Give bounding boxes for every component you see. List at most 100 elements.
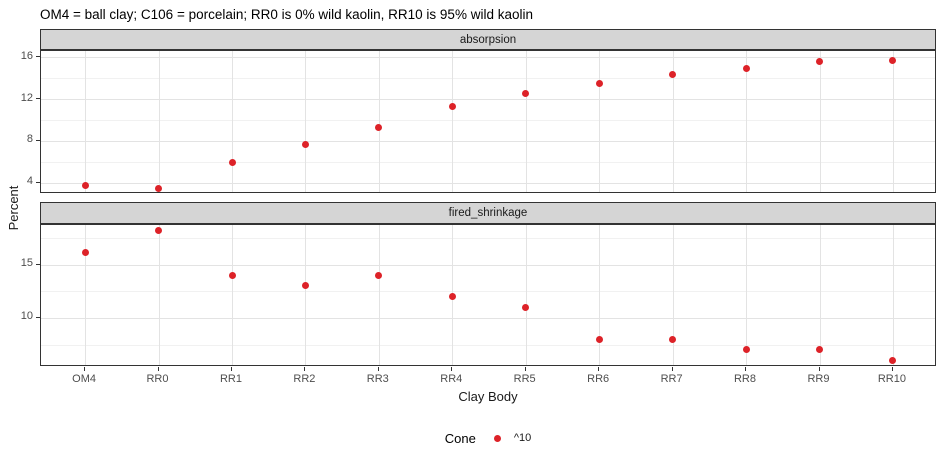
gridline-vertical bbox=[378, 225, 380, 365]
data-point bbox=[155, 185, 162, 193]
legend-title: Cone bbox=[444, 430, 476, 446]
x-tick-mark bbox=[524, 367, 526, 371]
x-tick-mark bbox=[598, 367, 600, 371]
gridline-vertical bbox=[305, 225, 307, 365]
gridline-vertical bbox=[525, 51, 527, 192]
data-point bbox=[155, 226, 162, 234]
gridline-vertical bbox=[232, 51, 233, 192]
x-tick-mark bbox=[671, 367, 673, 371]
data-point bbox=[816, 346, 823, 354]
data-point bbox=[522, 90, 530, 98]
y-tick-label: 4 bbox=[26, 175, 33, 187]
data-point bbox=[301, 282, 309, 290]
x-tick-label: RR5 bbox=[513, 373, 536, 385]
y-tick-mark bbox=[36, 181, 40, 183]
gridline-minor bbox=[41, 78, 935, 80]
x-tick-mark bbox=[745, 367, 746, 371]
gridline-vertical bbox=[819, 51, 821, 192]
data-point bbox=[301, 141, 309, 149]
x-axis-title: Clay Body bbox=[458, 389, 518, 404]
gridline-vertical bbox=[746, 225, 747, 365]
x-tick-label: RR4 bbox=[440, 373, 463, 385]
gridline-minor bbox=[41, 344, 935, 346]
data-point bbox=[742, 346, 750, 354]
gridline-vertical bbox=[452, 51, 454, 192]
data-point bbox=[669, 335, 677, 343]
gridline-minor bbox=[41, 119, 935, 121]
legend-point-icon bbox=[493, 434, 501, 442]
x-tick-label: RR9 bbox=[807, 373, 830, 385]
legend: Cone ^10 bbox=[40, 426, 936, 450]
gridline-vertical bbox=[85, 51, 87, 192]
y-tick-mark bbox=[36, 263, 40, 265]
data-point bbox=[375, 123, 383, 131]
x-tick-label: OM4 bbox=[72, 373, 97, 385]
y-tick-label: 16 bbox=[20, 49, 33, 62]
facet-strip-absorpsion: absorpsion bbox=[40, 29, 936, 50]
gridline-vertical bbox=[525, 225, 527, 365]
x-tick-mark bbox=[377, 367, 379, 371]
gridline-vertical bbox=[232, 225, 233, 365]
gridline-vertical bbox=[599, 225, 601, 365]
y-tick-label: 10 bbox=[20, 310, 33, 323]
gridline-vertical bbox=[378, 51, 380, 192]
x-tick-label: RR0 bbox=[146, 373, 169, 385]
x-tick-mark bbox=[84, 367, 86, 371]
gridline-vertical bbox=[892, 51, 894, 192]
gridline-vertical bbox=[892, 225, 894, 365]
y-tick-mark bbox=[36, 316, 40, 318]
gridline-vertical bbox=[158, 51, 160, 192]
x-tick-label: RR10 bbox=[877, 373, 906, 385]
facet-panel-fired-shrinkage bbox=[40, 224, 936, 366]
x-tick-label: RR8 bbox=[733, 373, 756, 385]
gridline-vertical bbox=[819, 225, 821, 365]
data-point bbox=[522, 303, 530, 311]
gridline-vertical bbox=[672, 225, 674, 365]
data-point bbox=[228, 271, 236, 279]
data-point bbox=[889, 56, 897, 64]
x-tick-label: RR6 bbox=[587, 373, 610, 385]
x-tick-label: RR1 bbox=[219, 373, 242, 385]
gridline-major bbox=[41, 182, 935, 184]
gridline-vertical bbox=[158, 225, 160, 365]
x-tick-mark bbox=[304, 367, 306, 371]
gridline-vertical bbox=[672, 51, 674, 192]
data-point bbox=[669, 70, 677, 78]
gridline-major bbox=[41, 317, 935, 319]
data-point bbox=[448, 293, 456, 300]
y-tick-label: 12 bbox=[20, 91, 33, 104]
gridline-major bbox=[41, 264, 935, 266]
x-tick-mark bbox=[451, 367, 453, 371]
y-tick-label: 15 bbox=[20, 257, 33, 269]
y-tick-mark bbox=[36, 98, 40, 99]
x-tick-label: RR2 bbox=[293, 373, 316, 385]
data-point bbox=[595, 335, 603, 343]
gridline-vertical bbox=[85, 225, 87, 365]
facet-strip-label: fired_shrinkage bbox=[448, 207, 528, 219]
x-tick-mark bbox=[157, 367, 159, 371]
gridline-vertical bbox=[746, 51, 747, 192]
gridline-minor bbox=[41, 161, 935, 163]
legend-item-label: ^10 bbox=[513, 432, 532, 444]
facet-panel-absorpsion bbox=[40, 50, 936, 193]
data-point bbox=[448, 102, 456, 110]
gridline-minor bbox=[41, 291, 935, 293]
data-point bbox=[81, 249, 89, 257]
gridline-major bbox=[41, 99, 935, 100]
gridline-minor bbox=[41, 237, 935, 239]
x-tick-label: RR7 bbox=[660, 373, 683, 385]
data-point bbox=[81, 182, 89, 190]
plot-title: OM4 = ball clay; C106 = porcelain; RR0 i… bbox=[40, 7, 533, 22]
gridline-major bbox=[41, 57, 935, 59]
data-point bbox=[889, 357, 897, 365]
facet-strip-fired-shrinkage: fired_shrinkage bbox=[40, 202, 936, 224]
y-tick-mark bbox=[36, 139, 40, 141]
y-tick-label: 8 bbox=[26, 133, 33, 146]
x-tick-mark bbox=[891, 367, 893, 371]
data-point bbox=[742, 65, 750, 73]
data-point bbox=[816, 57, 823, 65]
gridline-major bbox=[41, 140, 935, 142]
data-point bbox=[228, 159, 236, 167]
x-tick-label: RR3 bbox=[366, 373, 389, 385]
